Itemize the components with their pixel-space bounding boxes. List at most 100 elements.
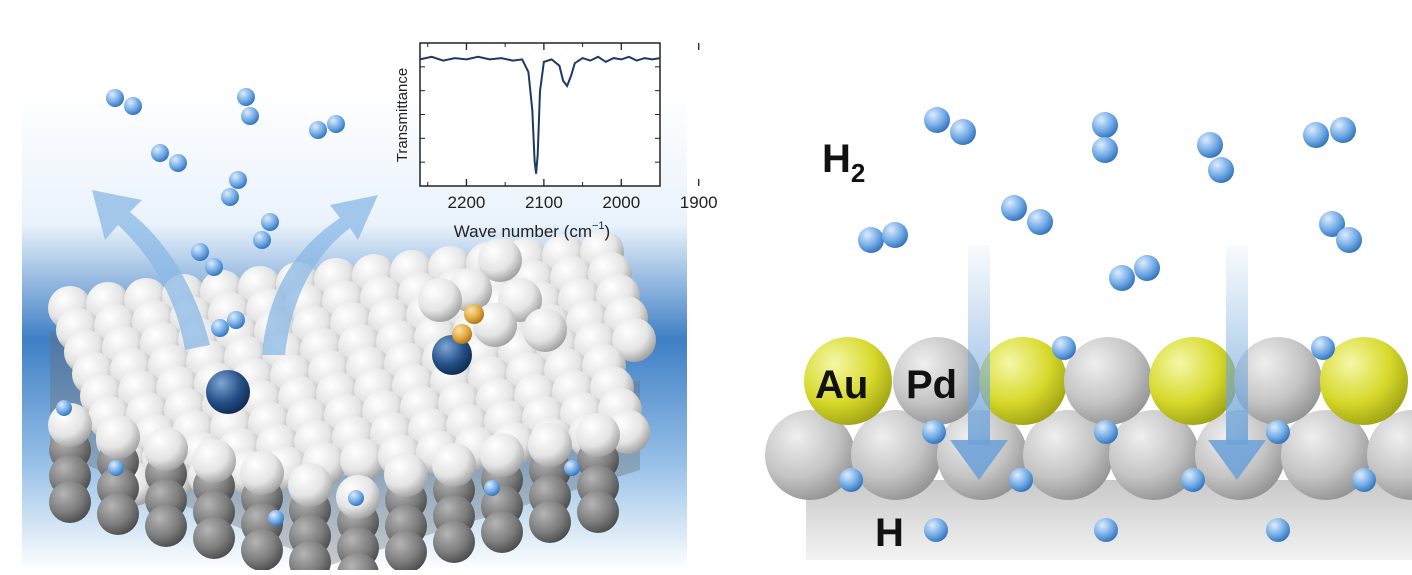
h2-molecule	[309, 115, 345, 139]
pt-subsurface-atom	[97, 493, 139, 535]
pt-subsurface-atom	[145, 505, 187, 547]
h-atom	[1009, 468, 1033, 492]
h2-molecule	[191, 243, 223, 276]
pt-subsurface-atom	[49, 481, 91, 523]
pt-subsurface-atom	[289, 541, 331, 575]
h2-molecule	[106, 89, 142, 115]
inset-y-axis-label: Transmittance	[394, 68, 411, 162]
pt-step-atom	[478, 238, 522, 282]
h-atom	[221, 188, 239, 206]
h-atom	[191, 243, 209, 261]
left-panel: 2200 2100 2000 1900 Transmittance Wave numb…	[22, 42, 718, 575]
h-atom	[1134, 255, 1160, 281]
h2-molecule	[1109, 255, 1160, 291]
h-atom	[205, 258, 223, 276]
h-atom	[169, 154, 187, 172]
right-arrow	[262, 195, 378, 355]
inset-tick-marks	[420, 43, 700, 186]
h-atom	[1109, 265, 1135, 291]
h-atom	[1052, 336, 1076, 360]
absorbed-h-atoms	[839, 336, 1376, 542]
h-atom	[950, 119, 976, 145]
co-adsorbate-atom	[464, 304, 484, 324]
pt-edge-atom	[192, 439, 236, 483]
h-atom	[327, 115, 345, 133]
pd-surface-atom	[1064, 337, 1152, 425]
h-atom	[1266, 420, 1290, 444]
h-atom	[1181, 468, 1205, 492]
h2-molecule	[237, 88, 259, 125]
pt-edge-atom	[240, 451, 284, 495]
pt-edge-atom	[96, 415, 140, 459]
x-tick-label: 2200	[448, 193, 486, 212]
pd-surface-atom	[893, 337, 981, 425]
pt-edge-atom	[144, 427, 188, 471]
h-atom	[1303, 122, 1329, 148]
h-atom	[924, 518, 948, 542]
slab-atoms	[48, 230, 656, 575]
pd-subsurface-atom	[1109, 410, 1199, 500]
h-atom	[1094, 518, 1118, 542]
h-atom	[1027, 209, 1053, 235]
pt-subsurface-atom	[385, 531, 427, 573]
pd-subsurface-atom	[1281, 410, 1371, 500]
right-panel: H2 Au Pd H	[765, 107, 1412, 560]
h2-molecule	[211, 311, 245, 337]
pd-surface-atom	[1234, 337, 1322, 425]
x-tick-label: 2100	[525, 193, 563, 212]
au-surface-atom	[804, 337, 892, 425]
inset-chart: 2200 2100 2000 1900 Transmittance Wave numb…	[394, 42, 718, 241]
h-atom	[1197, 132, 1223, 158]
h-atom	[882, 222, 908, 248]
diffusion-arrow-left-shaft	[968, 245, 990, 445]
pt-step-atom	[523, 308, 567, 352]
pt-edge-atom	[480, 433, 524, 477]
h-atom	[1001, 195, 1027, 221]
pd-subsurface-atom	[1367, 410, 1412, 500]
h-atom	[211, 319, 229, 337]
h-atom	[56, 400, 72, 416]
pt-surface-atom	[340, 438, 384, 482]
pd-label: Pd	[906, 363, 957, 407]
h2-molecule	[1303, 117, 1356, 148]
pt-subsurface-atom	[241, 529, 283, 571]
h-atom	[839, 468, 863, 492]
pt-subsurface-atom	[433, 521, 475, 563]
pt-edge-atom	[432, 443, 476, 487]
diffusion-arrow-right-head	[1208, 440, 1266, 480]
x-tick-label: 1900	[680, 193, 718, 212]
h-atom	[348, 490, 364, 506]
pt-edge-atom	[528, 423, 572, 467]
pd-subsurface-atom	[851, 410, 941, 500]
h-atom	[1330, 117, 1356, 143]
h-atom	[261, 213, 279, 231]
h2-molecule	[221, 171, 247, 206]
h-atom	[268, 510, 284, 526]
pt-surface-atom	[612, 318, 656, 362]
left-arrow	[92, 190, 210, 350]
h-atom	[1094, 420, 1118, 444]
pt-step-atom	[418, 278, 462, 322]
h-atom	[124, 97, 142, 115]
inset-x-axis-label: Wave number (cm−1)	[454, 220, 610, 241]
h-atom	[924, 107, 950, 133]
h2-molecule	[1319, 211, 1362, 253]
au-surface-atom	[979, 337, 1067, 425]
left-h2-molecules	[106, 88, 345, 337]
au-surface-atom	[1149, 337, 1237, 425]
inset-tick-labels: 2200 2100 2000 1900	[448, 193, 718, 212]
h2-label: H2	[822, 137, 865, 188]
h-atom	[1208, 157, 1234, 183]
h-atom	[237, 88, 255, 106]
au-label: Au	[815, 363, 868, 407]
h-atom	[227, 311, 245, 329]
h-atom	[309, 121, 327, 139]
h-atom	[858, 227, 884, 253]
pt-edge-atom	[384, 453, 428, 497]
spectrum-line	[419, 55, 661, 174]
h-atom	[1092, 137, 1118, 163]
x-tick-label: 2000	[602, 193, 640, 212]
pt-subsurface-atom	[529, 501, 571, 543]
surface-layer	[804, 337, 1408, 425]
